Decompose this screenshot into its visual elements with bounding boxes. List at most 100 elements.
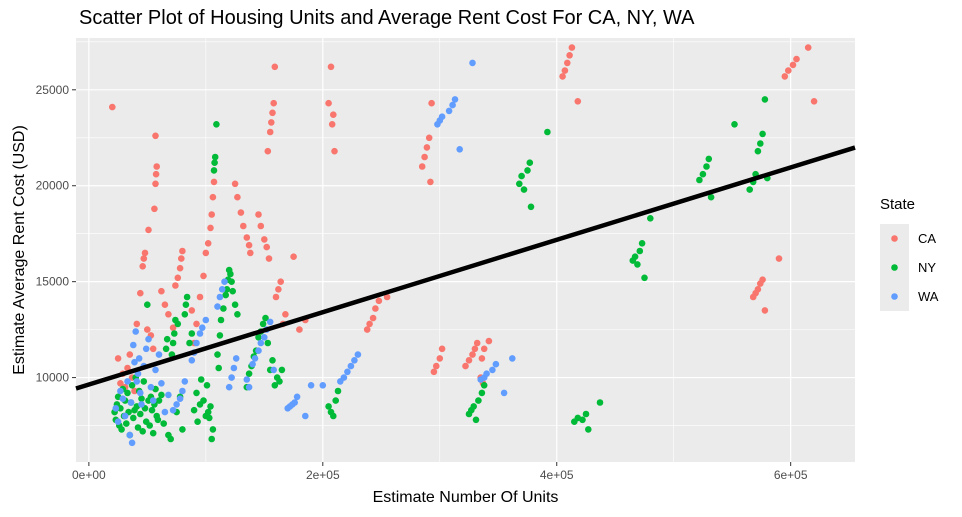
data-point-wa <box>270 366 278 374</box>
data-point-ny <box>703 163 710 170</box>
data-point-ca <box>469 351 476 358</box>
data-point-ny <box>216 332 224 339</box>
data-point-ny <box>222 291 229 299</box>
data-point-ca <box>265 255 273 262</box>
data-point-ny <box>203 382 211 389</box>
data-point-ny <box>134 424 142 431</box>
data-point-ny <box>207 403 214 410</box>
data-point-wa <box>165 391 172 399</box>
data-point-ca <box>331 147 338 155</box>
data-point-ca <box>462 362 469 370</box>
data-point-wa <box>161 408 169 416</box>
data-point-ca <box>172 282 179 289</box>
legend-key-ca <box>891 235 898 242</box>
data-point-wa <box>456 146 464 153</box>
data-point-ny <box>183 293 191 301</box>
plot-panel <box>76 38 855 462</box>
data-point-ca <box>430 368 438 376</box>
legend-key-ny <box>891 264 898 271</box>
data-point-ny <box>475 397 482 404</box>
data-point-wa <box>145 335 152 343</box>
data-point-ca <box>264 147 272 155</box>
data-point-ny <box>155 397 163 404</box>
data-point-wa <box>232 355 240 362</box>
data-point-ca <box>149 345 157 353</box>
data-point-ny <box>128 382 136 389</box>
data-point-ca <box>124 364 131 372</box>
data-point-ny <box>228 278 235 286</box>
data-point-ca <box>781 73 789 80</box>
data-point-ca <box>290 253 297 260</box>
data-point-ca <box>269 109 276 117</box>
legend: State CA NY WA <box>880 196 939 311</box>
data-point-ny <box>139 428 146 435</box>
data-point-ny <box>231 301 239 309</box>
x-tick-label: 4e+05 <box>540 468 574 482</box>
data-point-ny <box>149 429 157 437</box>
data-point-ny <box>160 420 167 427</box>
data-point-ca <box>151 205 158 213</box>
legend-items: CA NY WA <box>880 224 939 311</box>
data-point-ca <box>789 61 797 69</box>
data-point-ca <box>366 320 373 328</box>
data-point-ca <box>266 128 274 136</box>
x-tick-label: 0e+00 <box>72 468 106 482</box>
data-point-ny <box>524 167 531 174</box>
data-point-ca <box>433 362 440 370</box>
data-point-wa <box>302 412 309 420</box>
data-point-wa <box>249 360 256 368</box>
data-point-ny <box>217 316 225 324</box>
data-point-ca <box>208 211 215 218</box>
data-point-ny <box>190 406 198 414</box>
data-point-ca <box>153 163 160 170</box>
data-point-wa <box>169 406 177 414</box>
data-point-ca <box>152 180 159 188</box>
data-point-wa <box>155 351 163 358</box>
data-point-ca <box>137 289 144 297</box>
data-point-wa <box>438 113 446 120</box>
data-point-wa <box>128 439 136 447</box>
data-point-ny <box>516 180 523 188</box>
data-point-ny <box>527 203 535 211</box>
y-tick-label: 25000 <box>36 83 70 97</box>
data-point-wa <box>500 389 508 397</box>
data-point-ca <box>237 209 245 216</box>
data-point-ca <box>117 380 124 387</box>
data-point-ny <box>163 335 171 343</box>
data-point-ny <box>634 261 641 268</box>
data-point-wa <box>193 339 200 347</box>
legend-label-ny: NY <box>918 260 936 275</box>
data-point-ca <box>369 314 377 322</box>
data-point-ca <box>785 67 792 74</box>
data-point-ny <box>520 186 528 193</box>
data-point-ny <box>705 155 713 163</box>
data-point-ca <box>436 355 444 362</box>
data-point-wa <box>149 397 157 404</box>
data-point-ny <box>193 389 200 397</box>
data-point-ny <box>137 410 144 418</box>
data-point-ny <box>211 159 218 166</box>
data-point-wa <box>121 412 129 420</box>
data-point-ny <box>148 406 156 414</box>
data-point-wa <box>127 399 135 406</box>
x-tick-label: 6e+05 <box>774 468 808 482</box>
data-point-ny <box>167 435 174 443</box>
data-point-ca <box>193 320 200 328</box>
data-point-ca <box>277 278 285 286</box>
data-point-ca <box>209 193 217 201</box>
data-point-ny <box>746 186 753 193</box>
data-point-ny <box>631 253 639 260</box>
data-point-ca <box>270 99 278 107</box>
axis-ticks: 0e+00 2e+05 4e+05 6e+05 10000 15000 20000 25000 <box>36 83 808 482</box>
data-point-ny <box>210 167 218 174</box>
data-point-ny <box>325 403 332 410</box>
data-point-wa <box>245 383 253 391</box>
data-point-ny <box>181 311 189 318</box>
data-point-wa <box>216 293 224 301</box>
data-point-wa <box>266 318 274 326</box>
data-point-wa <box>114 418 122 426</box>
data-point-ca <box>473 339 481 347</box>
data-point-ny <box>169 339 177 347</box>
data-point-ny <box>117 405 124 412</box>
